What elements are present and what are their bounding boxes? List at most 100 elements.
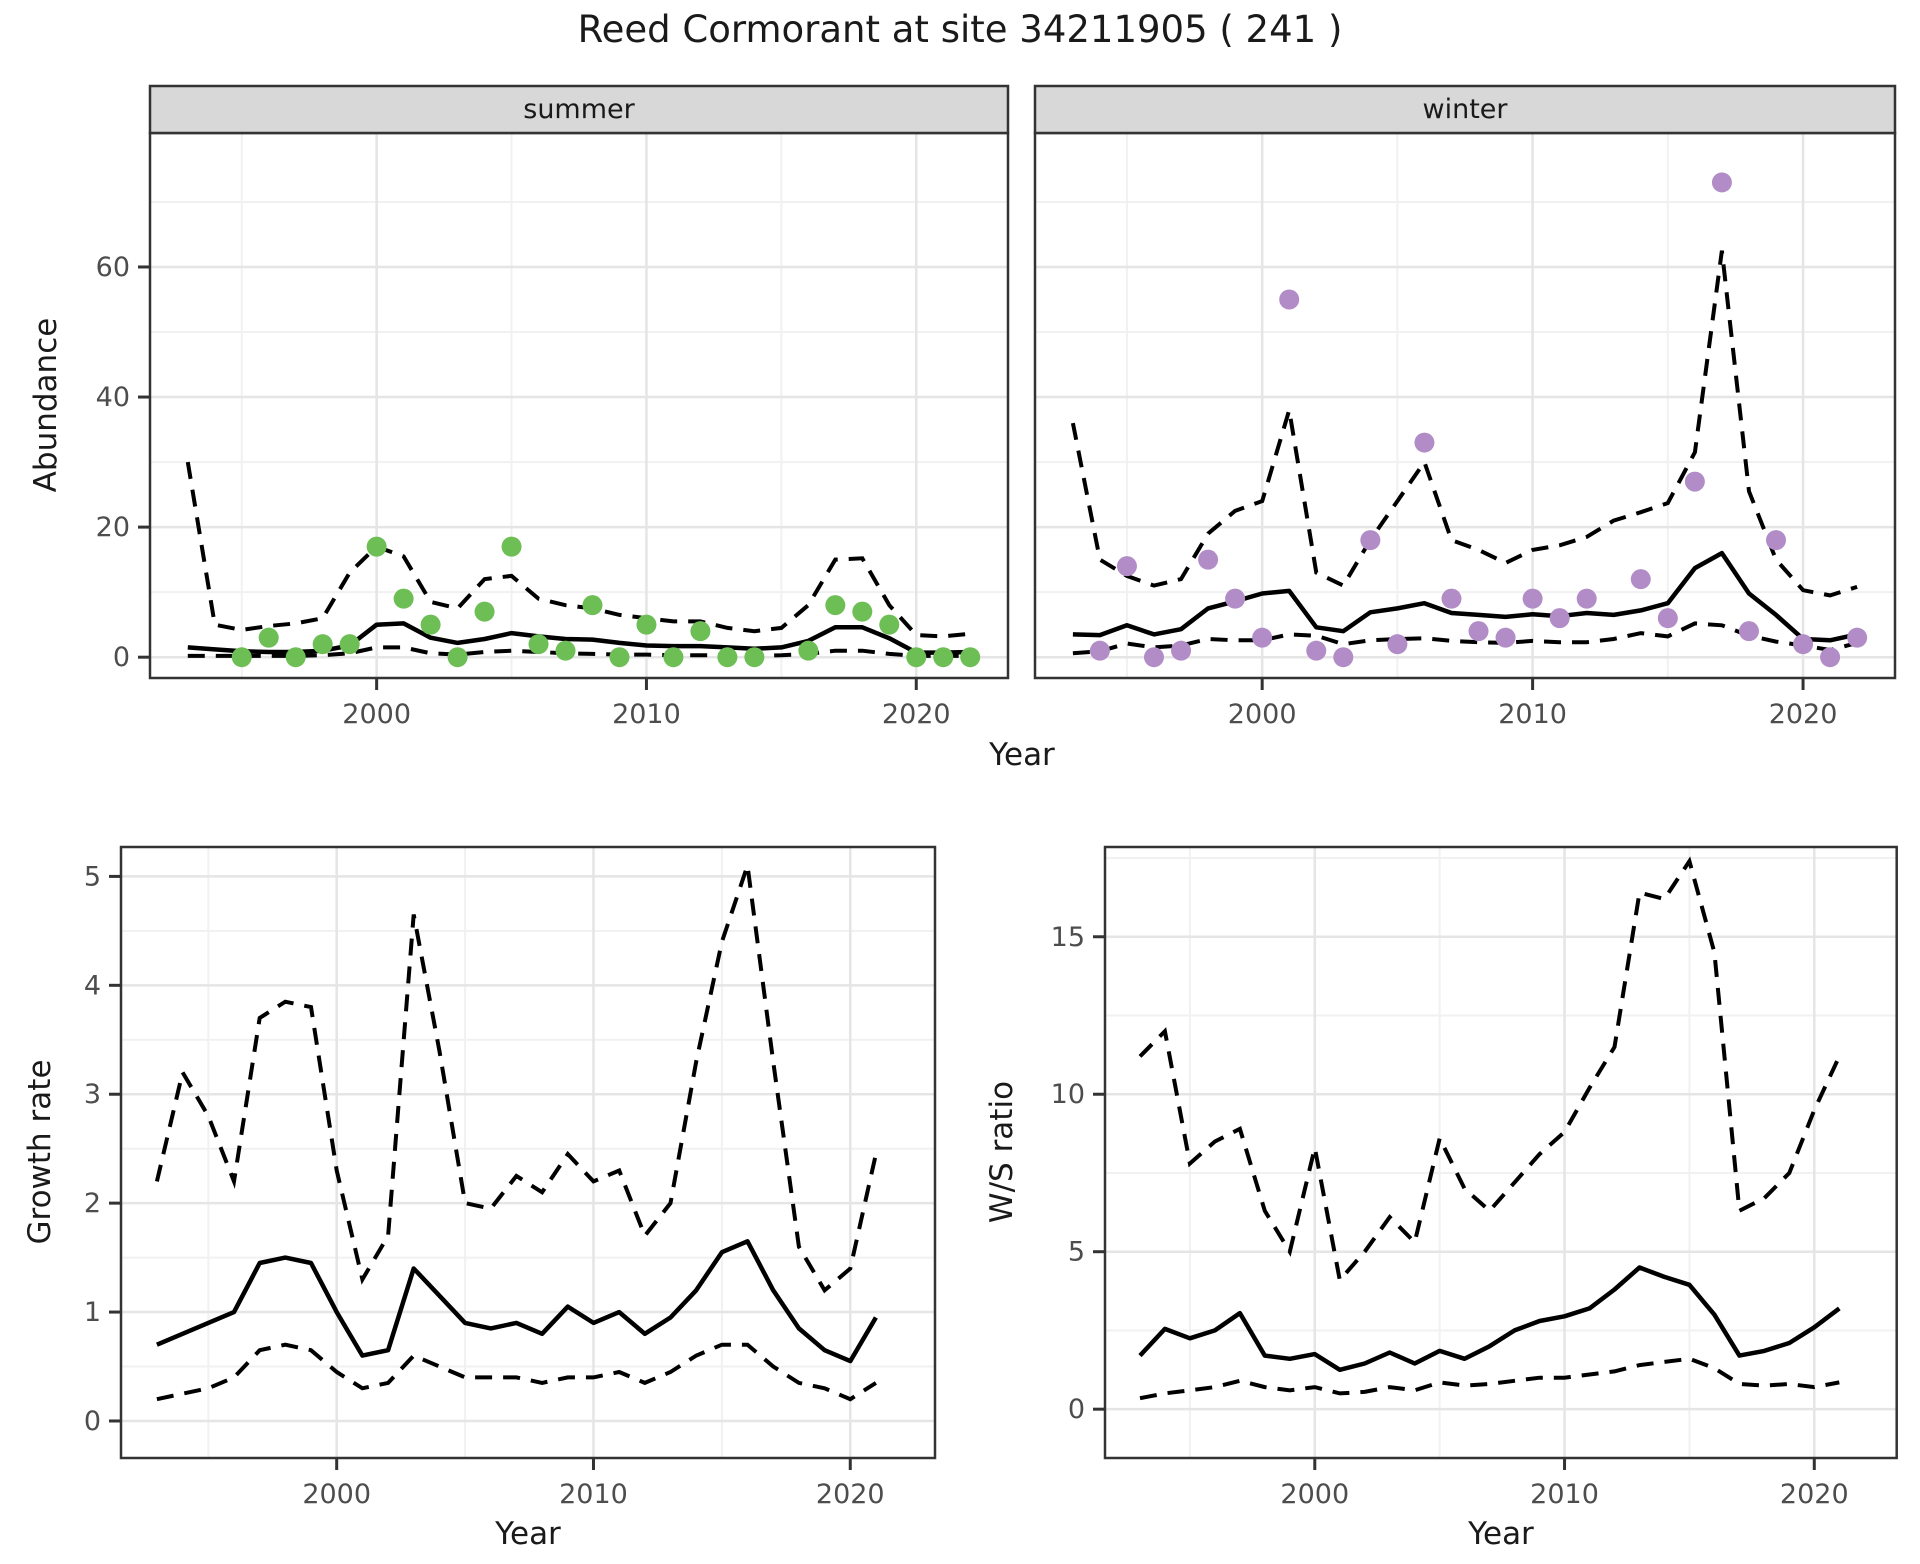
abundance-winter-x-tick-label-2010: 2010 [1498, 699, 1567, 730]
abundance-winter-point-2022 [1847, 627, 1868, 648]
abundance-winter-point-1997 [1171, 640, 1192, 661]
growth-rate-x-tick-label-2020: 2020 [816, 1479, 885, 1510]
abundance-summer-panel-background [150, 133, 1008, 678]
abundance-summer-point-1997 [285, 647, 306, 668]
ws-ratio-y-tick-label-15: 15 [1051, 922, 1085, 953]
growth-rate-panel-border [119, 845, 937, 1460]
abundance-winter-x-tick-label-2000: 2000 [1228, 699, 1297, 730]
abundance-summer-panel: 2000 2010 2020 0 20 40 60 [96, 84, 1010, 730]
abundance-winter-x-tick-label-2020: 2020 [1769, 699, 1838, 730]
abundance-winter-point-1999 [1225, 588, 1246, 609]
growth-rate-y-tick-label-0: 0 [84, 1406, 101, 1437]
ws-ratio-y-tick-label-0: 0 [1068, 1394, 1085, 1425]
abundance-summer-point-2009 [609, 647, 630, 668]
abundance-summer-point-2006 [528, 634, 549, 655]
growth-rate-y-tick-label-2: 2 [84, 1188, 101, 1219]
abundance-summer-point-2014 [744, 647, 765, 668]
abundance-summer-y-tick-label-20: 20 [96, 512, 130, 543]
abundance-summer-point-2002 [420, 614, 441, 635]
abundance-winter-point-2007 [1441, 588, 1462, 609]
ws-ratio-axis-title: W/S ratio [984, 1080, 1020, 1224]
abundance-winter-point-2009 [1495, 627, 1516, 648]
abundance-summer-point-1998 [312, 634, 333, 655]
growth-rate-y-tick-label-3: 3 [84, 1079, 101, 1110]
abundance-winter-point-2012 [1576, 588, 1597, 609]
abundance-summer-point-2018 [852, 601, 873, 622]
abundance-winter-point-2011 [1549, 608, 1570, 629]
abundance-winter-fit-line [1072, 550, 1858, 643]
abundance-winter-point-2016 [1684, 471, 1705, 492]
ws-ratio-x-tick-label-2020: 2020 [1780, 1479, 1849, 1510]
abundance-summer-point-2010 [636, 614, 657, 635]
figure-title: Reed Cormorant at site 34211905 ( 241 ) [577, 8, 1343, 51]
abundance-winter-point-2017 [1711, 172, 1732, 193]
growth-rate-x-tick-label-2010: 2010 [559, 1479, 628, 1510]
abundance-summer-point-2007 [555, 640, 576, 661]
abundance-summer-point-2005 [501, 536, 522, 557]
growth-rate-lower-ci-line [156, 1342, 877, 1402]
abundance-summer-upper-ci-line [185, 461, 971, 639]
facet-strip-label-summer: summer [523, 94, 635, 125]
growth-rate-panel-background [121, 847, 935, 1458]
ws-ratio-fit-line [1138, 1265, 1841, 1373]
abundance-winter-point-2015 [1657, 608, 1678, 629]
growth-rate-y-tick-label-1: 1 [84, 1297, 101, 1328]
abundance-summer-point-1995 [231, 647, 252, 668]
abundance-winter-point-2018 [1738, 621, 1759, 642]
ws-ratio-y-tick-label-5: 5 [1068, 1237, 1085, 1268]
abundance-summer-point-2016 [798, 640, 819, 661]
abundance-winter-point-2001 [1279, 289, 1300, 310]
ws-year-axis-title: Year [1468, 1516, 1534, 1552]
abundance-summer-point-2020 [906, 647, 927, 668]
ws-ratio-x-tick-label-2010: 2010 [1530, 1479, 1599, 1510]
abundance-summer-y-tick-label-40: 40 [96, 382, 130, 413]
growth-year-axis-title: Year [495, 1516, 561, 1552]
growth-rate-upper-ci-line [154, 864, 878, 1294]
ws-ratio-upper-ci-line [1138, 856, 1842, 1285]
abundance-summer-point-1996 [258, 627, 279, 648]
abundance-summer-x-tick-label-2020: 2020 [882, 699, 951, 730]
facet-strip-label-winter: winter [1422, 94, 1508, 125]
abundance-winter-point-2010 [1522, 588, 1543, 609]
abundance-winter-point-2006 [1414, 432, 1435, 453]
abundance-winter-lower-ci-line [1072, 621, 1858, 656]
abundance-winter-panel-background [1035, 133, 1895, 678]
abundance-summer-lower-ci-line [187, 645, 971, 658]
ws-ratio-panel: 2000 2010 2020 0 5 10 15 [1051, 845, 1898, 1510]
abundance-summer-point-2000 [366, 536, 387, 557]
abundance-winter-point-1996 [1143, 647, 1164, 668]
growth-rate-y-tick-label-5: 5 [84, 861, 101, 892]
abundance-summer-point-2022 [960, 647, 981, 668]
abundance-winter-point-2000 [1252, 627, 1273, 648]
abundance-summer-facet-strip [148, 84, 1010, 135]
abundance-winter-point-2003 [1333, 647, 1354, 668]
abundance-winter-panel: 2000 2010 2020 [1033, 84, 1897, 730]
abundance-summer-point-2001 [393, 588, 414, 609]
top-year-axis-title: Year [989, 737, 1055, 773]
abundance-summer-point-2021 [933, 647, 954, 668]
abundance-winter-point-2008 [1468, 621, 1489, 642]
abundance-winter-point-1994 [1089, 640, 1110, 661]
abundance-summer-point-2017 [825, 595, 846, 616]
abundance-summer-y-tick-label-60: 60 [96, 252, 130, 283]
abundance-winter-point-1995 [1116, 556, 1137, 577]
abundance-summer-point-2012 [690, 621, 711, 642]
ws-ratio-lower-ci-line [1139, 1356, 1840, 1401]
abundance-winter-point-2014 [1630, 569, 1651, 590]
abundance-axis-title: Abundance [28, 317, 64, 493]
abundance-winter-point-2021 [1820, 647, 1841, 668]
ws-ratio-x-tick-label-2000: 2000 [1280, 1479, 1349, 1510]
growth-rate-y-tick-label-4: 4 [84, 970, 101, 1001]
growth-rate-fit-line [156, 1239, 878, 1364]
growth-rate-panel: 2000 2010 2020 0 1 2 3 4 5 [84, 845, 937, 1510]
abundance-winter-point-2002 [1306, 640, 1327, 661]
ws-ratio-panel-background [1105, 847, 1897, 1458]
abundance-summer-point-2008 [582, 595, 603, 616]
abundance-summer-point-1999 [339, 634, 360, 655]
abundance-summer-x-tick-label-2000: 2000 [342, 699, 411, 730]
abundance-winter-point-2005 [1387, 634, 1408, 655]
ws-ratio-panel-border [1103, 845, 1898, 1460]
abundance-summer-x-tick-label-2010: 2010 [612, 699, 681, 730]
